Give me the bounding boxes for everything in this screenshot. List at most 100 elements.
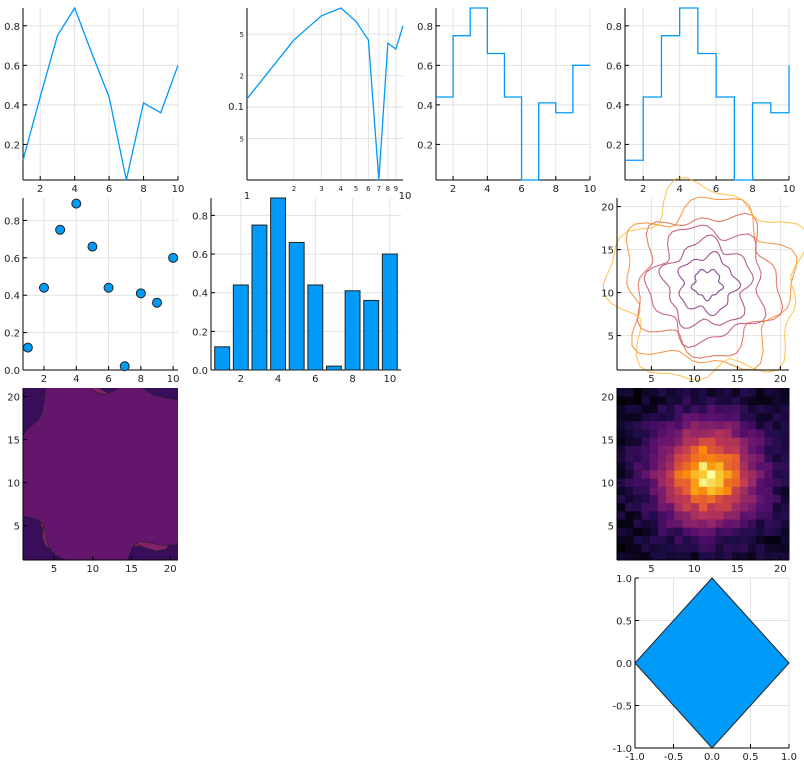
y-tick-label: 15 [601,436,614,447]
heatmap-cell [690,437,700,446]
heatmap-cell [748,453,757,463]
heatmap-cell [780,478,790,487]
heatmap-cell [617,469,626,479]
heatmap-cell [772,527,782,536]
y-tick-label: 0.6 [4,254,20,265]
heatmap-cell [617,445,626,455]
heatmap-cell [739,404,749,414]
y-tick-label: -0.5 [612,702,632,713]
heatmap-cell [682,551,692,561]
heatmap-cell [698,412,708,422]
heatmap-cell [739,437,749,446]
x-tick-label: 10 [172,184,185,195]
contour-plot: 5 5 10 10 15 15 20 20 [601,177,804,385]
heatmap-cell [649,502,659,512]
x-tick-label: 8 [349,374,355,385]
heatmap-cell [641,445,651,455]
heatmap-cell [666,469,675,479]
heatmap-cell [756,478,765,487]
heatmap-cell [739,396,749,405]
heatmap-cell [731,543,741,553]
heatmap-cell [633,461,643,471]
heatmap-cell [780,461,790,471]
heatmap-cell [748,469,757,479]
heatmap-cell [780,535,790,545]
heatmap-cell [641,388,651,397]
heatmap-cell [649,510,659,520]
y-tick-label: 0.4 [606,101,622,112]
heatmap-cell [625,543,634,553]
heatmap-cell [723,543,733,553]
heatmap-cell [617,428,626,438]
heatmap-cell [715,428,724,438]
heatmap-cell [731,396,741,405]
heatmap-cell [698,535,708,545]
x-tick-label: -1.0 [625,752,645,763]
heatmap-cell [698,396,708,405]
heatmap-cell [698,527,708,536]
heatmap-cell [764,445,774,455]
heatmap-cell [764,543,774,553]
heatmap-cell [657,543,667,553]
y-tick-label: 0.8 [606,22,622,33]
contour-level [690,268,725,302]
heatmap-cell [780,494,790,504]
x-tick-label: 10 [86,564,99,575]
heatmap-cell [739,551,749,561]
heatmap-cell [625,388,634,397]
heatmap-cell [707,494,716,504]
heatmap-cell [764,437,774,446]
x-tick-label: 5 [51,564,57,575]
x-tick-label: 6 [105,374,111,385]
heatmap-cell [707,469,716,479]
y-tick-label: 10 [601,289,614,300]
heatmap-cell [780,502,790,512]
heatmap-cell [698,461,708,471]
heatmap-cell [682,412,692,422]
heatmap-cell [707,543,716,553]
heatmap-cell [617,543,626,553]
heatmap-cell [739,494,749,504]
heatmap-cell [756,445,765,455]
heatmap-cell [649,486,659,495]
heatmap-cell [625,461,634,471]
heatmap-cell [633,428,643,438]
heatmap-cell [739,510,749,520]
scatter-point [135,288,146,299]
heatmap-cell [723,469,733,479]
heatmap-cell [772,461,782,471]
y-tick-label: 0.4 [4,101,20,112]
heatmap-cell [780,510,790,520]
heatmap-cell [723,461,733,471]
heatmap-cell [739,445,749,455]
heatmap-cell [690,453,700,463]
x-tick-label: 3 [319,185,323,193]
heatmap-cell [617,502,626,512]
heatmap-cell [715,404,724,414]
heatmap-cell [748,502,757,512]
heatmap-cell [674,527,684,536]
heatmap-cell [682,445,692,455]
filled-contour-plot: 5 5 10 10 15 15 20 20 [7,388,178,575]
heatmap-cell [690,428,700,438]
heatmap-cell [780,437,790,446]
heatmap-cell [657,510,667,520]
step-post-plot: 2 4 6 8 10 0.2 0.4 0.6 0.8 [606,7,795,195]
heatmap-cell [756,469,765,479]
heatmap-cell [657,437,667,446]
heatmap-cell [707,396,716,405]
bar [214,346,231,371]
heatmap-cell [633,445,643,455]
heatmap-cell [715,510,724,520]
heatmap-cell [715,461,724,471]
heatmap-cell [657,420,667,430]
heatmap-cell [666,519,675,528]
line-series [246,7,404,181]
heatmap-cell [666,388,675,397]
heatmap-cell [707,527,716,536]
heatmap-cell [715,478,724,487]
heatmap-cell [748,543,757,553]
heatmap-cell [641,404,651,414]
heatmap-cell [617,510,626,520]
heatmap-cell [674,535,684,545]
